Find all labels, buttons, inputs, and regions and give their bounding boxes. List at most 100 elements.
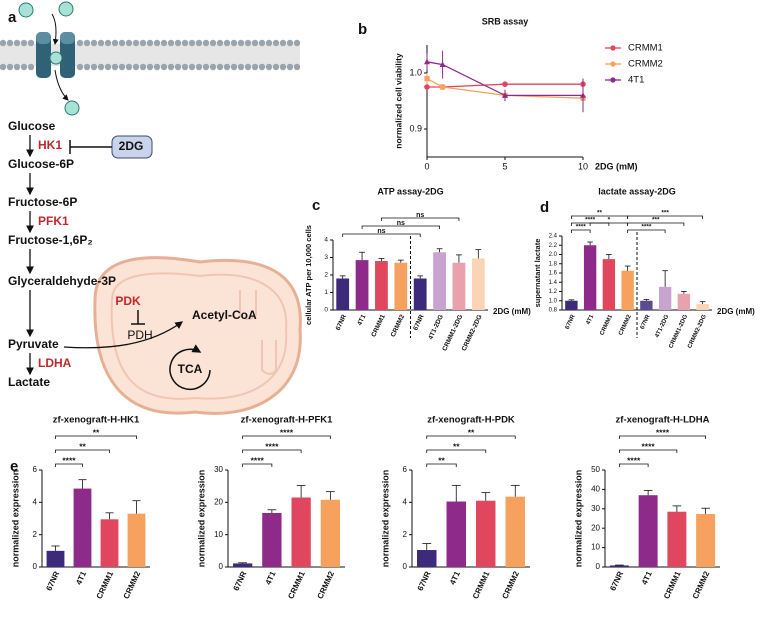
marker (580, 92, 586, 98)
y-tick-label: 20 (214, 497, 223, 506)
lipid-head (27, 39, 35, 47)
sig-label: **** (642, 441, 656, 451)
marker (502, 92, 508, 98)
y-tick-label: 50 (591, 465, 600, 474)
x-tick-label: CRMM1 (662, 569, 683, 600)
bar (291, 497, 311, 567)
sig-label: **** (251, 455, 265, 465)
sig-label: ** (453, 441, 460, 451)
x-tick-label: 67NR (335, 313, 348, 331)
sig-bracket (242, 449, 302, 453)
lipid-head (223, 39, 231, 47)
y-tick-label: 0 (324, 307, 328, 314)
lipid-head (202, 63, 210, 71)
sig-label: ** (597, 210, 603, 217)
y-tick-label: 0.9 (409, 123, 422, 133)
y-axis-label: normalized cell viability (393, 53, 403, 149)
sig-label: **** (576, 224, 587, 231)
chart-title: ATP assay-2DG (377, 186, 443, 196)
lipid-head (272, 39, 280, 47)
marker (502, 81, 508, 87)
lipid-head (167, 39, 175, 47)
bar (638, 495, 658, 567)
sig-label: ** (438, 455, 445, 465)
lipid-head (97, 63, 105, 71)
x-tick-label: 67NR (565, 313, 577, 330)
lipid-head (286, 39, 294, 47)
panel-label: c (312, 197, 320, 214)
legend-label: CRMM2 (628, 59, 663, 70)
bar (336, 278, 350, 310)
y-tick-label: 1.2 (549, 289, 558, 295)
bar (696, 303, 709, 310)
enzyme: LDHA (38, 356, 72, 370)
sig-bracket (342, 233, 421, 237)
y-tick-label: 4 (33, 497, 38, 506)
bar (232, 563, 253, 567)
enzyme: PDH (127, 328, 152, 342)
bar (640, 300, 653, 310)
x-tick-label: 4T1 (74, 569, 88, 586)
bar (505, 496, 525, 567)
lipid-head (251, 39, 259, 47)
x-axis-label: 2DG (mM) (595, 161, 638, 171)
lipid-head (76, 39, 84, 47)
glucose-molecule (18, 2, 34, 18)
lipid-head (244, 63, 252, 71)
lipid-head (6, 63, 14, 71)
bar (262, 513, 282, 567)
enzyme: PFK1 (38, 214, 69, 228)
lipid-head (195, 39, 203, 47)
lipid-head (160, 39, 168, 47)
y-axis-label: normalized expression (10, 470, 20, 568)
x-tick-label: CRMM1 (95, 569, 116, 600)
legend-marker (610, 45, 616, 51)
lipid-head (118, 63, 126, 71)
series-line (427, 83, 583, 88)
sig-bracket (627, 222, 685, 226)
y-tick-label: 20 (591, 523, 600, 532)
lipid-head (209, 63, 217, 71)
y-axis-label: normalized expression (380, 470, 390, 568)
y-axis-label: normalized expression (196, 470, 206, 568)
lipid-head (104, 63, 112, 71)
glucose-molecule (64, 100, 80, 116)
x-tick-label: 4T1 (264, 569, 278, 586)
lipid-head (195, 63, 203, 71)
x-tick-label: 67NR (640, 313, 652, 330)
y-tick-label: 40 (591, 485, 600, 494)
transporter (36, 32, 51, 44)
lipid-head (244, 39, 252, 47)
lipid-head (167, 63, 175, 71)
sig-bracket (426, 463, 457, 467)
lipid-head (20, 63, 28, 71)
lipid-head (202, 39, 210, 47)
lipid-head (83, 63, 91, 71)
lipid-head (125, 63, 133, 71)
x-tick-label: 67NR (412, 313, 425, 331)
lipid-head (279, 39, 287, 47)
x-tick-label: 4T1 (586, 313, 596, 326)
y-tick-label: 1.0 (549, 298, 558, 304)
sig-label: *** (652, 217, 660, 224)
lipid-head (83, 39, 91, 47)
lipid-head (293, 39, 301, 47)
lipid-head (139, 39, 147, 47)
y-tick-label: 1.4 (549, 280, 558, 286)
bar (583, 245, 597, 310)
chart-title: SRB assay (482, 16, 529, 26)
sig-label: **** (641, 224, 652, 231)
lipid-head (258, 39, 266, 47)
y-tick-label: 3 (324, 254, 328, 261)
lipid-head (272, 63, 280, 71)
y-tick-label: 2 (324, 272, 328, 279)
lipid-head (76, 63, 84, 71)
x-tick-label: 4T1 (640, 569, 654, 586)
sig-label: ns (397, 220, 405, 227)
sig-bracket (55, 449, 110, 453)
lipid-head (174, 63, 182, 71)
lipid-head (153, 39, 161, 47)
bar (417, 550, 437, 567)
metabolite: Acetyl-CoA (192, 308, 257, 322)
